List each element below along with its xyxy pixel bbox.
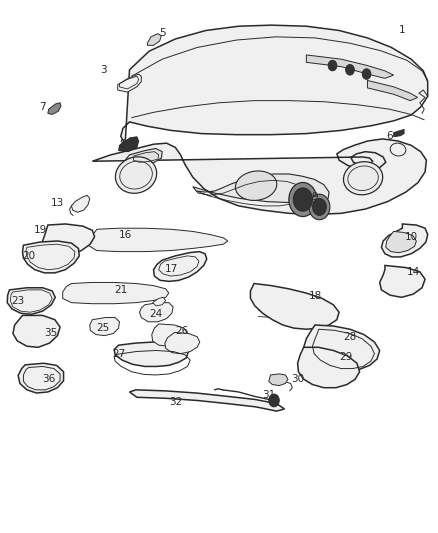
Polygon shape	[251, 284, 339, 329]
Text: 36: 36	[42, 374, 55, 384]
Text: 23: 23	[11, 296, 25, 306]
Polygon shape	[152, 297, 166, 306]
Polygon shape	[121, 25, 427, 144]
Text: 30: 30	[291, 374, 304, 384]
Text: 35: 35	[44, 328, 57, 338]
Text: 3: 3	[100, 65, 106, 75]
Polygon shape	[306, 55, 394, 78]
Ellipse shape	[390, 143, 406, 156]
Circle shape	[312, 198, 326, 215]
Text: 31: 31	[263, 390, 276, 400]
Text: 17: 17	[164, 264, 177, 274]
Text: 32: 32	[169, 397, 182, 407]
Text: 24: 24	[149, 309, 162, 319]
Polygon shape	[165, 333, 200, 354]
Text: 21: 21	[114, 286, 127, 295]
Text: 14: 14	[406, 267, 420, 277]
Circle shape	[289, 182, 317, 216]
Polygon shape	[148, 34, 161, 45]
Text: 20: 20	[22, 251, 35, 261]
Polygon shape	[48, 103, 61, 115]
Polygon shape	[152, 324, 187, 346]
Polygon shape	[13, 316, 60, 348]
Polygon shape	[394, 130, 404, 137]
Text: 27: 27	[112, 349, 125, 359]
Text: 5: 5	[159, 28, 166, 38]
Polygon shape	[22, 241, 79, 273]
Polygon shape	[140, 303, 173, 322]
Circle shape	[309, 194, 330, 220]
Polygon shape	[114, 342, 188, 367]
Polygon shape	[297, 348, 360, 387]
Circle shape	[362, 69, 371, 79]
Polygon shape	[92, 139, 426, 214]
Polygon shape	[90, 318, 120, 336]
Circle shape	[269, 394, 279, 407]
Text: 18: 18	[308, 290, 321, 301]
Polygon shape	[88, 228, 228, 252]
Text: 1: 1	[399, 25, 406, 35]
Polygon shape	[18, 364, 64, 393]
Polygon shape	[269, 374, 288, 385]
Polygon shape	[193, 174, 329, 203]
Polygon shape	[153, 252, 207, 281]
Text: 26: 26	[175, 326, 188, 336]
Polygon shape	[125, 149, 162, 165]
Text: 28: 28	[343, 332, 357, 342]
Text: 10: 10	[405, 232, 418, 243]
Text: 19: 19	[33, 225, 46, 236]
Polygon shape	[380, 265, 425, 297]
Ellipse shape	[343, 161, 383, 195]
Text: 7: 7	[39, 102, 46, 112]
Polygon shape	[119, 137, 139, 152]
Polygon shape	[42, 224, 95, 256]
Text: 25: 25	[97, 322, 110, 333]
Polygon shape	[7, 288, 55, 314]
Polygon shape	[118, 74, 141, 92]
Circle shape	[293, 188, 312, 211]
Polygon shape	[367, 80, 418, 101]
Circle shape	[328, 60, 337, 71]
Text: 9: 9	[312, 192, 318, 203]
Text: 16: 16	[119, 230, 132, 240]
Text: 8: 8	[120, 139, 126, 149]
Polygon shape	[130, 390, 285, 411]
Ellipse shape	[115, 157, 157, 193]
Polygon shape	[304, 325, 380, 372]
Polygon shape	[63, 282, 169, 304]
Text: 29: 29	[339, 352, 352, 362]
Circle shape	[346, 64, 354, 75]
Polygon shape	[381, 224, 427, 257]
Text: 6: 6	[386, 131, 392, 141]
Ellipse shape	[236, 171, 277, 200]
Polygon shape	[71, 195, 90, 212]
Text: 13: 13	[51, 198, 64, 208]
Polygon shape	[386, 231, 417, 253]
